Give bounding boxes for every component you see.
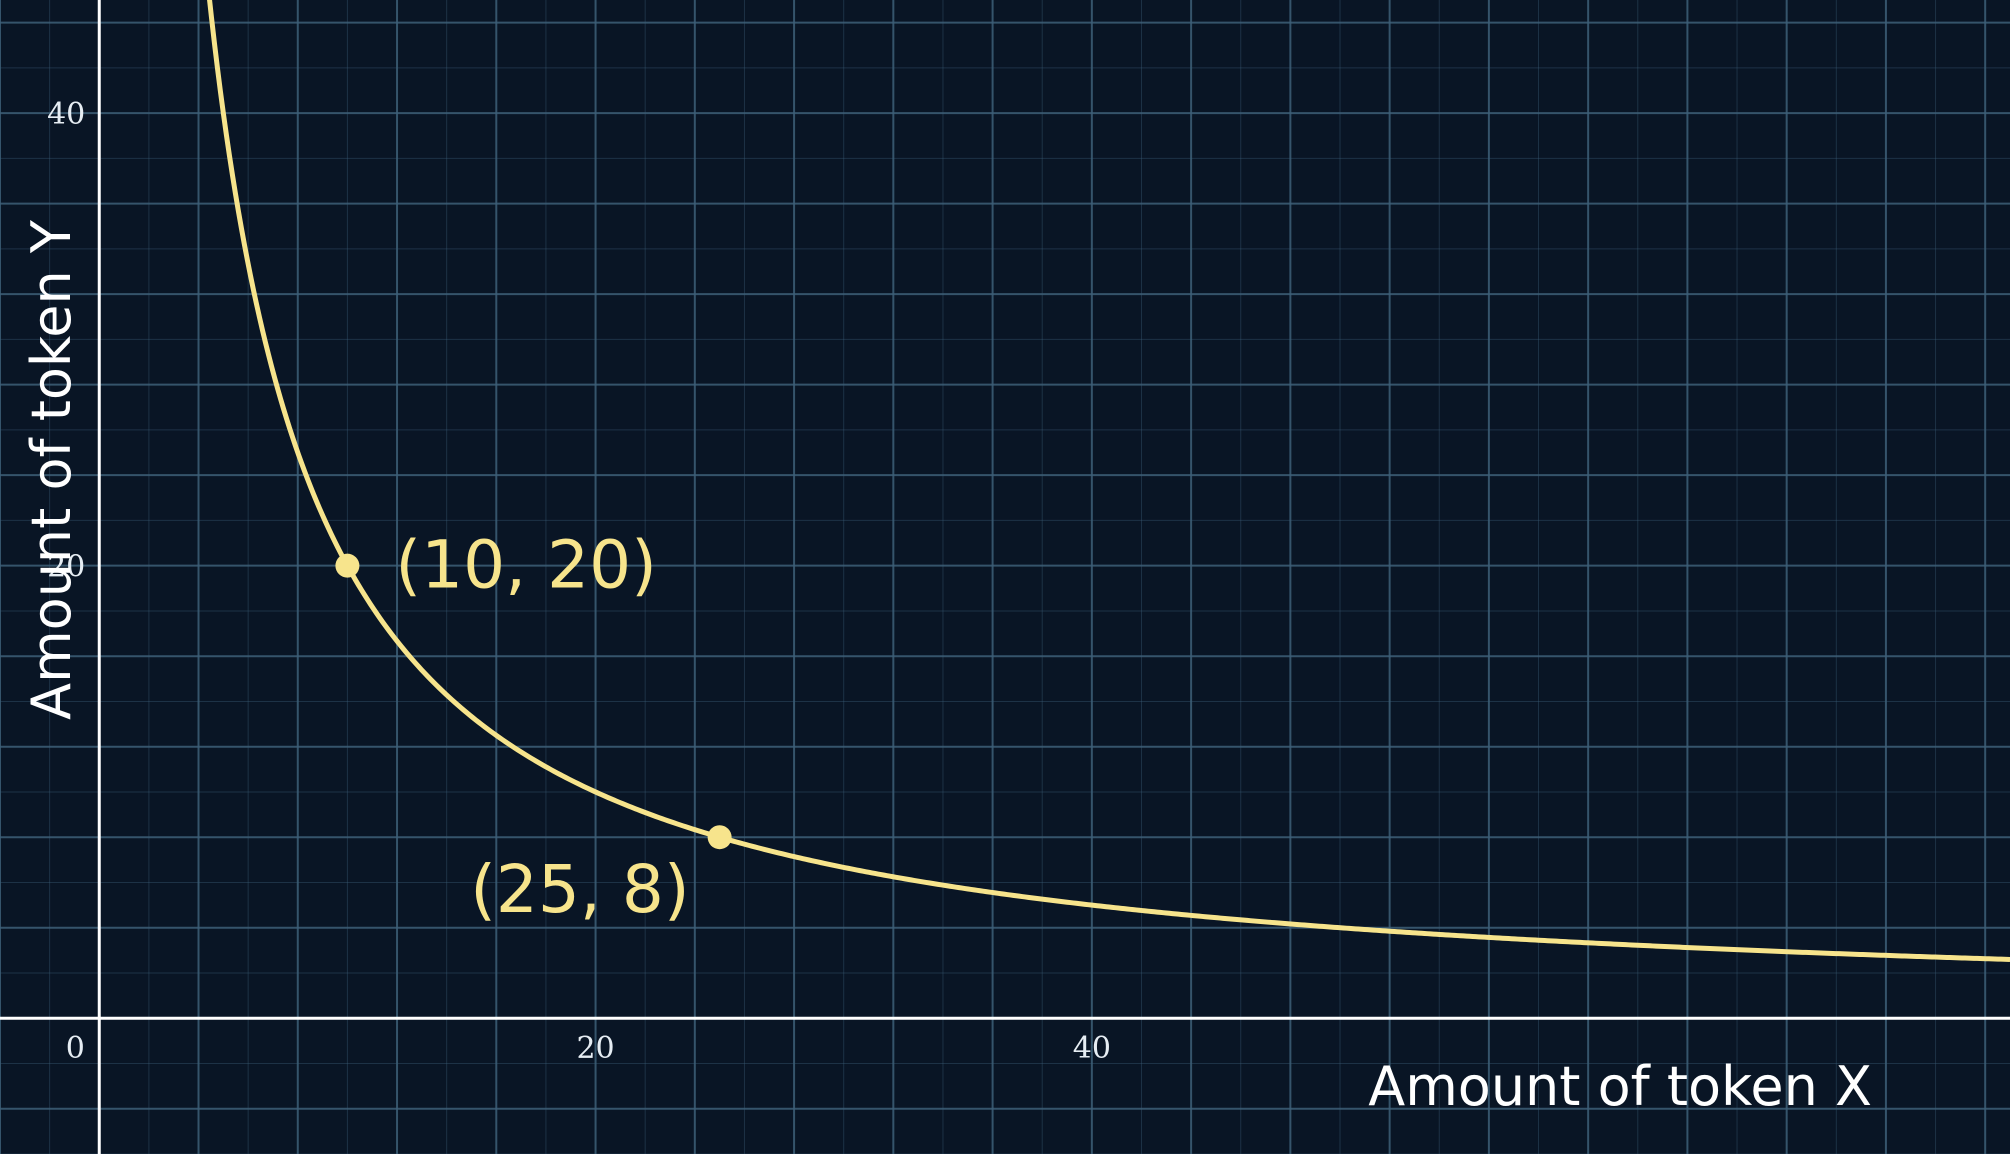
x-tick-label: 0	[66, 1031, 85, 1066]
curve-series	[207, 0, 2010, 962]
curve-layer	[207, 0, 2010, 962]
x-tick-label: 40	[1073, 1031, 1111, 1066]
data-point-marker	[335, 553, 360, 578]
x-tick-label: 20	[576, 1031, 614, 1066]
y-axis-label: Amount of token Y	[20, 219, 83, 720]
y-tick-label: 40	[47, 97, 85, 132]
data-points: (10, 20) (25, 8)	[335, 527, 732, 928]
tick-labels: 0 20 40 20 40	[47, 97, 1111, 1066]
y-tick-label: 20	[47, 550, 85, 585]
data-point-label: (10, 20)	[395, 527, 656, 604]
data-point-label: (25, 8)	[470, 851, 689, 928]
data-point-marker	[707, 825, 732, 850]
x-axis-label: Amount of token X	[1368, 1055, 1872, 1118]
